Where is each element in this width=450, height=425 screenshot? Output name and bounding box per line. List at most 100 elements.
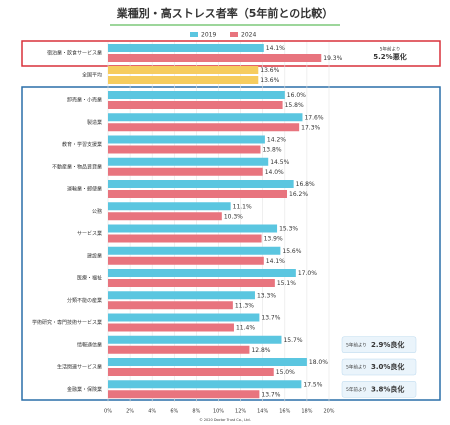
value-label: 11.4% xyxy=(236,325,255,332)
bar xyxy=(108,91,285,99)
y-tick-label: 運輸業・郵便業 xyxy=(67,186,102,193)
y-tick-label: 製造業 xyxy=(87,119,102,126)
bar xyxy=(108,246,281,255)
bar xyxy=(108,313,260,322)
value-label: 17.3% xyxy=(301,124,320,131)
y-tick-label: 建設業 xyxy=(87,252,102,259)
bar xyxy=(108,101,283,109)
value-label: 13.3% xyxy=(257,292,276,299)
value-label: 14.0% xyxy=(265,169,284,176)
x-tick-label: 4% xyxy=(148,409,156,415)
y-tick-label: 全国平均 xyxy=(82,72,102,79)
bar xyxy=(108,256,264,265)
value-label: 14.1% xyxy=(266,258,285,265)
x-tick-label: 8% xyxy=(192,409,200,415)
value-label: 11.3% xyxy=(235,302,254,309)
bar xyxy=(108,301,233,310)
bar xyxy=(108,335,282,344)
y-tick-label: サービス業 xyxy=(77,230,102,237)
value-label: 13.6% xyxy=(260,67,279,74)
chart-title: 業種別・高ストレス者率（5年前との比較） xyxy=(116,6,334,20)
y-tick-label: 宿泊業・飲食サービス業 xyxy=(47,50,102,57)
bar xyxy=(108,145,261,154)
bar xyxy=(108,358,307,366)
value-label: 17.0% xyxy=(298,270,317,277)
bar xyxy=(108,279,275,287)
value-label: 18.0% xyxy=(309,359,328,366)
bar xyxy=(108,212,222,221)
value-label: 13.7% xyxy=(261,315,280,322)
value-label: 15.0% xyxy=(276,369,295,376)
value-label: 12.8% xyxy=(251,347,270,354)
legend-label: 2024 xyxy=(241,32,256,39)
y-tick-label: 教育・学習支援業 xyxy=(62,141,102,148)
bar xyxy=(108,390,260,399)
y-tick-label: 金融業・保険業 xyxy=(67,386,102,393)
annotation-box xyxy=(341,381,417,398)
annotation-prefix: 5年前より xyxy=(346,386,367,393)
annotation-text: 3.0%良化 xyxy=(371,362,404,371)
y-tick-label: 情報通信業 xyxy=(77,341,102,348)
y-tick-label: 医療・福祉 xyxy=(77,275,102,282)
bar xyxy=(108,291,255,300)
bar xyxy=(108,323,234,332)
bar xyxy=(108,368,274,376)
annotation-box xyxy=(341,336,417,353)
bar xyxy=(108,190,288,198)
value-label: 11.1% xyxy=(233,203,252,210)
x-tick-label: 2% xyxy=(126,409,134,415)
value-label: 13.6% xyxy=(260,77,279,84)
value-label: 15.7% xyxy=(283,337,302,344)
annotation-prefix: 5年前より xyxy=(380,46,401,53)
bar xyxy=(108,345,250,354)
value-label: 10.3% xyxy=(224,213,243,220)
value-label: 15.6% xyxy=(282,248,301,255)
x-tick-label: 10% xyxy=(213,409,224,415)
x-tick-label: 18% xyxy=(301,409,312,415)
y-tick-label: 公務 xyxy=(92,208,102,215)
bar xyxy=(108,54,322,62)
legend-label: 2019 xyxy=(201,32,216,39)
value-label: 13.8% xyxy=(262,147,281,154)
annotation-box xyxy=(341,358,417,376)
value-label: 16.0% xyxy=(287,92,306,99)
x-tick-label: 12% xyxy=(235,409,246,415)
bar xyxy=(108,234,262,243)
annotation-text: 2.9%良化 xyxy=(371,340,404,349)
annotation-prefix: 5年前より xyxy=(346,364,367,371)
x-tick-label: 6% xyxy=(170,409,178,415)
value-label: 13.7% xyxy=(261,391,280,398)
value-label: 16.8% xyxy=(296,181,315,188)
value-label: 15.8% xyxy=(285,102,304,109)
footer: © 2020 Doctor Trust Co., Ltd. xyxy=(199,418,251,422)
annotation-text: 5.2%悪化 xyxy=(373,52,406,61)
annotation-text: 3.8%良化 xyxy=(371,384,404,393)
value-label: 16.2% xyxy=(289,191,308,198)
legend-swatch xyxy=(230,32,238,37)
bar xyxy=(108,113,303,122)
bar xyxy=(108,224,278,233)
bar xyxy=(108,135,265,144)
y-tick-label: 卸売業・小売業 xyxy=(67,97,102,104)
y-tick-label: 分類不能の産業 xyxy=(67,297,102,304)
bar xyxy=(108,123,300,132)
bar xyxy=(108,180,294,188)
x-tick-label: 14% xyxy=(257,409,268,415)
bar xyxy=(108,66,259,74)
value-label: 14.2% xyxy=(267,137,286,144)
legend-swatch xyxy=(190,32,198,37)
x-tick-label: 20% xyxy=(323,409,334,415)
bar xyxy=(108,202,231,211)
value-label: 15.3% xyxy=(279,226,298,233)
value-label: 14.1% xyxy=(266,45,285,52)
value-label: 19.3% xyxy=(323,55,342,62)
y-tick-label: 不動産業・物品賃貸業 xyxy=(52,163,102,170)
bar xyxy=(108,76,259,84)
y-tick-label: 学術研究・専門技術サービス業 xyxy=(32,319,102,326)
bar xyxy=(108,269,296,277)
value-label: 14.5% xyxy=(270,159,289,166)
bar xyxy=(108,157,269,166)
bar xyxy=(108,44,264,52)
value-label: 17.5% xyxy=(303,381,322,388)
